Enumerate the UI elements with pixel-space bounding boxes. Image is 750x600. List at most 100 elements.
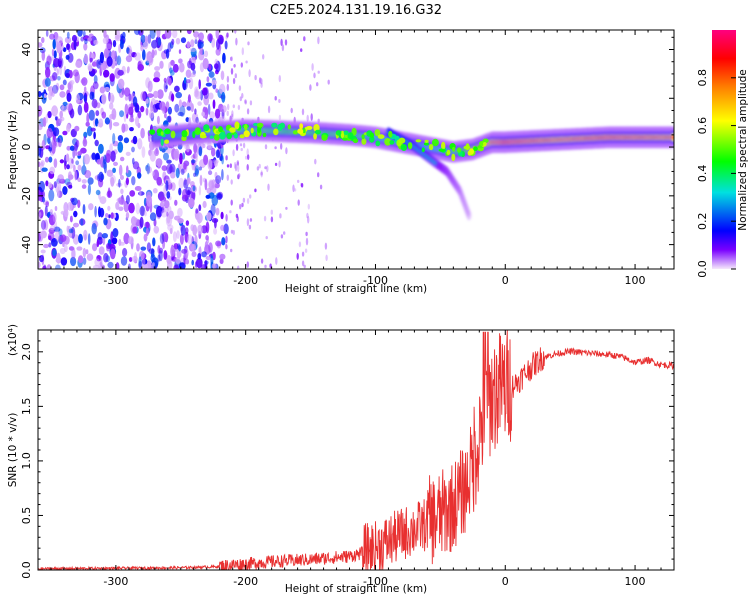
noise-speckle xyxy=(219,83,226,95)
noise-speckle xyxy=(139,216,144,228)
noise-speckle xyxy=(125,177,129,186)
signal-blob xyxy=(213,134,220,141)
noise-speckle xyxy=(163,200,170,209)
noise-speckle xyxy=(200,90,204,101)
signal-blob xyxy=(467,150,472,156)
noise-speckle xyxy=(49,33,55,40)
signal-blob xyxy=(343,130,349,136)
noise-speckle xyxy=(224,40,228,50)
noise-speckle xyxy=(205,194,211,199)
noise-speckle xyxy=(203,87,210,100)
noise-speckle xyxy=(107,261,114,269)
noise-speckle xyxy=(233,161,237,169)
noise-speckle xyxy=(190,62,196,71)
noise-speckle xyxy=(81,77,88,86)
noise-speckle xyxy=(248,224,252,230)
signal-blob xyxy=(388,130,393,138)
noise-speckle xyxy=(230,56,233,61)
noise-speckle xyxy=(173,148,180,161)
noise-speckle xyxy=(66,103,73,111)
noise-speckle xyxy=(44,77,51,87)
noise-speckle xyxy=(208,180,215,191)
noise-speckle xyxy=(199,47,204,56)
snr-x-ticks: -300 -200 -100 0 100 xyxy=(50,330,675,588)
noise-speckle xyxy=(279,213,282,219)
noise-speckle xyxy=(208,242,213,253)
noise-speckle xyxy=(189,73,196,78)
noise-speckle xyxy=(105,213,109,218)
noise-speckle xyxy=(168,77,172,86)
noise-speckle xyxy=(41,139,46,150)
noise-speckle xyxy=(221,91,226,103)
noise-speckle xyxy=(156,115,160,125)
noise-speckle xyxy=(177,207,183,218)
noise-speckle xyxy=(144,210,147,217)
signal-blob xyxy=(164,139,170,144)
noise-speckle xyxy=(175,91,182,99)
noise-speckle xyxy=(153,77,160,83)
signal-blob xyxy=(352,138,359,144)
noise-speckle xyxy=(172,63,179,73)
noise-speckle xyxy=(186,41,191,48)
y-tick-label: -20 xyxy=(20,187,33,205)
noise-speckle xyxy=(144,35,148,43)
noise-speckle xyxy=(309,84,312,91)
noise-speckle xyxy=(306,212,309,219)
noise-speckle xyxy=(310,113,313,121)
signal-blob xyxy=(483,142,487,146)
noise-speckle xyxy=(207,159,213,171)
noise-speckle xyxy=(52,39,56,50)
noise-speckle xyxy=(48,242,52,248)
signal-blob xyxy=(299,123,304,130)
noise-speckle xyxy=(132,135,138,145)
noise-speckle xyxy=(43,93,47,99)
signal-blob xyxy=(438,148,446,152)
noise-speckle xyxy=(67,201,73,211)
noise-speckle xyxy=(176,243,181,250)
noise-speckle xyxy=(95,189,101,196)
noise-speckle xyxy=(88,203,94,211)
noise-speckle xyxy=(157,245,161,254)
noise-speckle xyxy=(196,212,203,224)
y-tick-label: 1.5 xyxy=(20,398,33,416)
noise-speckle xyxy=(181,249,188,254)
noise-speckle xyxy=(207,103,211,115)
noise-speckle xyxy=(194,91,202,100)
signal-blob xyxy=(302,127,306,134)
colorbar-gradient xyxy=(712,30,736,269)
noise-speckle xyxy=(55,137,61,143)
noise-speckle xyxy=(87,233,91,245)
signal-blob xyxy=(423,142,429,146)
signal-blob xyxy=(375,140,381,147)
noise-speckle xyxy=(227,103,230,111)
noise-speckle xyxy=(101,93,107,105)
noise-speckle xyxy=(192,185,196,192)
noise-speckle xyxy=(94,258,100,267)
noise-speckle xyxy=(120,256,128,266)
noise-speckle xyxy=(204,241,208,250)
noise-speckle xyxy=(267,183,270,191)
noise-speckle xyxy=(159,233,165,245)
colorbar-tick-label: 0.4 xyxy=(696,165,709,183)
noise-speckle xyxy=(220,211,224,220)
noise-speckle xyxy=(78,255,84,264)
noise-speckle xyxy=(93,39,99,45)
noise-speckle xyxy=(226,174,229,181)
signal-blob xyxy=(164,128,171,135)
noise-speckle xyxy=(307,203,310,210)
noise-speckle xyxy=(111,108,117,120)
x-tick-label: 0 xyxy=(502,274,509,287)
noise-speckle xyxy=(47,182,53,189)
noise-speckle xyxy=(235,37,238,46)
noise-speckle xyxy=(159,101,166,111)
noise-speckle xyxy=(327,79,330,85)
noise-speckle xyxy=(246,261,249,268)
noise-speckle xyxy=(59,110,63,119)
noise-speckle xyxy=(198,146,203,157)
noise-speckle xyxy=(195,116,199,124)
noise-speckle xyxy=(219,36,224,45)
noise-speckle xyxy=(265,236,268,240)
noise-speckle xyxy=(180,168,185,175)
snr-background xyxy=(38,330,674,570)
noise-speckle xyxy=(38,232,42,242)
